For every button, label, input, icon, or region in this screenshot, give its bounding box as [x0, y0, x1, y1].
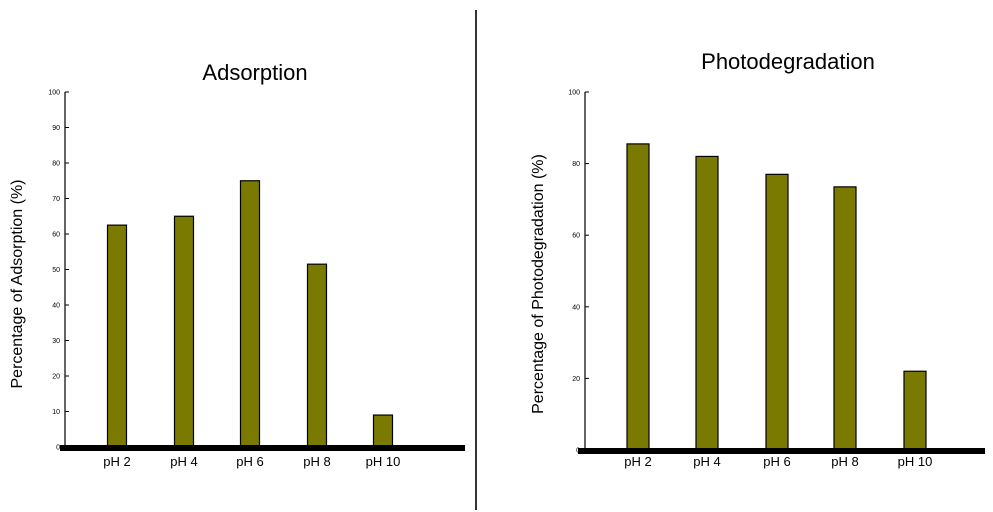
adsorption-y-tick-label: 0: [56, 445, 60, 452]
adsorption-title: Adsorption: [202, 60, 307, 85]
adsorption-y-tick-label: 100: [48, 90, 60, 97]
adsorption-bar: [306, 263, 328, 448]
photodegradation-y-axis-label: Percentage of Photodegradation (%): [530, 154, 547, 414]
photodegradation-bar: [626, 143, 650, 451]
adsorption-category-label: pH 2: [103, 454, 130, 469]
adsorption-y-axis-label: Percentage of Adsorption (%): [9, 179, 26, 388]
photodegradation-category-label: pH 4: [693, 454, 720, 469]
photodegradation-bar: [765, 173, 789, 451]
adsorption-y-tick-label: 40: [52, 303, 60, 310]
adsorption-category-label: pH 8: [303, 454, 330, 469]
photodegradation-y-tick-label: 60: [572, 233, 580, 240]
photodegradation-y-tick-label: 20: [572, 376, 580, 383]
adsorption-bar: [239, 180, 261, 448]
photodegradation-y-tick-label: 40: [572, 304, 580, 311]
adsorption-y-tick-label: 70: [52, 196, 60, 203]
photodegradation-category-label: pH 6: [763, 454, 790, 469]
adsorption-y-tick-label: 60: [52, 232, 60, 239]
adsorption-y-tick-label: 90: [52, 125, 60, 132]
adsorption-y-tick-label: 50: [52, 267, 60, 274]
adsorption-y-tick-label: 80: [52, 161, 60, 168]
photodegradation-bar: [903, 370, 927, 451]
photodegradation-bar: [695, 155, 719, 451]
adsorption-chart: Adsorption Percentage of Adsorption (%) 0 1…: [9, 60, 465, 469]
photodegradation-category-label: pH 2: [624, 454, 651, 469]
photodegradation-y-tick-label: 100: [568, 90, 580, 97]
adsorption-category-label: pH 4: [170, 454, 197, 469]
photodegradation-title: Photodegradation: [701, 49, 875, 74]
adsorption-y-tick-label: 30: [52, 338, 60, 345]
adsorption-bar: [173, 215, 195, 448]
adsorption-category-label: pH 6: [236, 454, 263, 469]
adsorption-bar: [106, 224, 128, 448]
adsorption-y-tick-label: 20: [52, 374, 60, 381]
photodegradation-chart: Photodegradation Percentage of Photodegra…: [530, 49, 985, 469]
photodegradation-bar: [833, 186, 857, 451]
adsorption-y-tick-label: 10: [52, 409, 60, 416]
photodegradation-category-label: pH 10: [898, 454, 933, 469]
adsorption-category-label: pH 10: [366, 454, 401, 469]
adsorption-bar: [372, 414, 394, 448]
photodegradation-category-label: pH 8: [831, 454, 858, 469]
photodegradation-y-tick-label: 80: [572, 161, 580, 168]
